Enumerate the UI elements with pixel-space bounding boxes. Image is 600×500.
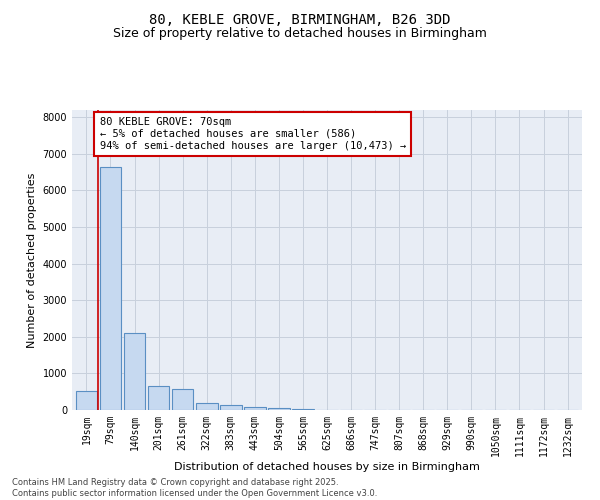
Text: 80, KEBLE GROVE, BIRMINGHAM, B26 3DD: 80, KEBLE GROVE, BIRMINGHAM, B26 3DD xyxy=(149,12,451,26)
Bar xyxy=(76,390,97,410)
Bar xyxy=(100,166,121,410)
Bar xyxy=(196,402,218,410)
Bar xyxy=(292,409,314,410)
Y-axis label: Number of detached properties: Number of detached properties xyxy=(27,172,37,348)
Bar xyxy=(148,386,169,410)
Bar xyxy=(268,408,290,410)
Bar xyxy=(220,405,242,410)
Bar xyxy=(244,406,266,410)
Text: Size of property relative to detached houses in Birmingham: Size of property relative to detached ho… xyxy=(113,28,487,40)
X-axis label: Distribution of detached houses by size in Birmingham: Distribution of detached houses by size … xyxy=(174,462,480,471)
Text: Contains HM Land Registry data © Crown copyright and database right 2025.
Contai: Contains HM Land Registry data © Crown c… xyxy=(12,478,377,498)
Text: 80 KEBLE GROVE: 70sqm
← 5% of detached houses are smaller (586)
94% of semi-deta: 80 KEBLE GROVE: 70sqm ← 5% of detached h… xyxy=(100,118,406,150)
Bar xyxy=(172,389,193,410)
Bar xyxy=(124,333,145,410)
